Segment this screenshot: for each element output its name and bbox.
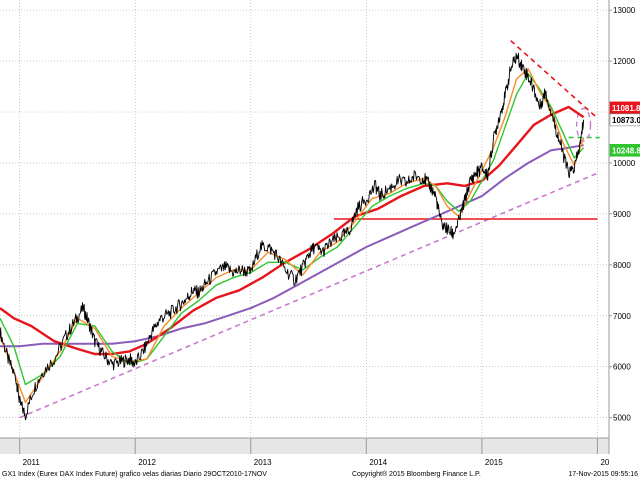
x-tick-label: 2014 [369, 458, 387, 467]
footer-timestamp-text: 17-Nov-2015 09:55:16 [568, 471, 638, 478]
price-tag-label: 10248.8 [612, 146, 640, 155]
price-tag-label: 10873.0 [612, 116, 640, 125]
price-tag-box [609, 113, 640, 127]
y-tick-label: 6000 [613, 363, 631, 372]
y-tick-label: 12000 [613, 57, 636, 66]
y-tick-label: 9000 [613, 210, 631, 219]
y-tick-label: 10000 [613, 159, 636, 168]
price-tag-box [609, 144, 640, 157]
y-tick-label: 7000 [613, 312, 631, 321]
series-longest-moving-average-line [0, 144, 584, 348]
highlight-ellipse [575, 107, 592, 142]
y-axis: 5000600070008000900010000110001200013000 [609, 6, 636, 423]
series-long-moving-average-line [0, 105, 585, 356]
gridlines [0, 0, 609, 438]
series-layer [0, 52, 585, 421]
x-tick-label: 2012 [138, 458, 156, 467]
series-medium-moving-average-line [0, 73, 585, 386]
trendline [510, 40, 598, 119]
x-axis-band [0, 438, 609, 454]
y-tick-label: 8000 [613, 261, 631, 270]
x-tick-label: 20 [600, 458, 609, 467]
footer-left-text: GX1 Index (Eurex DAX Index Future) grafi… [2, 471, 267, 478]
price-tags: 11081.8 10873.0 10248.8 [609, 101, 640, 157]
y-tick-label: 5000 [613, 414, 631, 423]
x-tick-label: 2011 [23, 458, 41, 467]
y-tick-label: 13000 [613, 6, 636, 15]
price-tag-label: 11081.8 [612, 104, 640, 113]
footer-copyright-text: Copyright® 2015 Bloomberg Finance L.P. [352, 470, 481, 478]
series-price-line [0, 52, 585, 421]
series-short-moving-average-line [0, 68, 585, 403]
x-axis: 2011 2012 2013 2014 2015 20 [19, 438, 610, 467]
annotations-layer [19, 40, 600, 419]
x-tick-label: 2015 [485, 458, 503, 467]
x-tick-label: 2013 [254, 458, 272, 467]
trendline [19, 172, 598, 419]
plot-layer [0, 40, 600, 421]
